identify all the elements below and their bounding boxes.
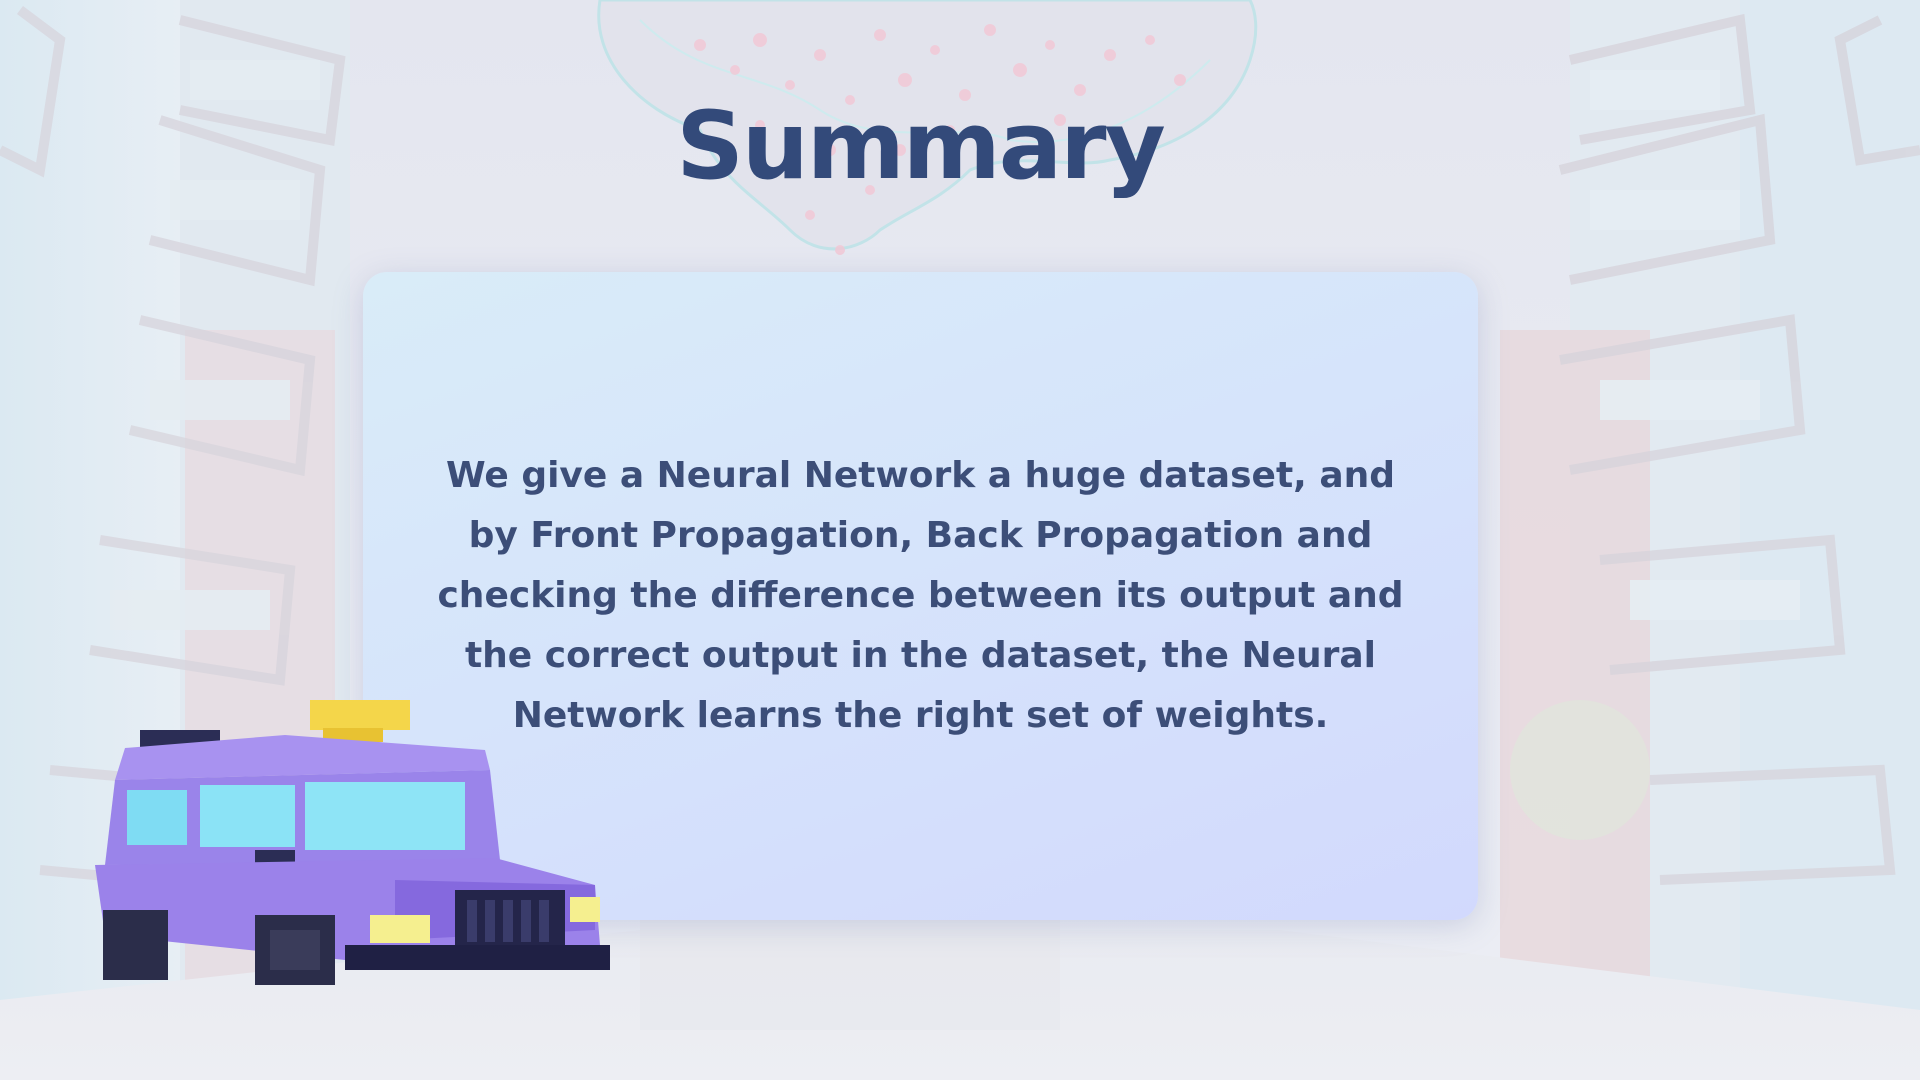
- summary-card: We give a Neural Network a huge dataset,…: [363, 272, 1478, 920]
- page-title: Summary: [676, 92, 1166, 201]
- summary-text: We give a Neural Network a huge dataset,…: [437, 455, 1404, 736]
- purple-voxel-taxi-illustration: [95, 700, 610, 985]
